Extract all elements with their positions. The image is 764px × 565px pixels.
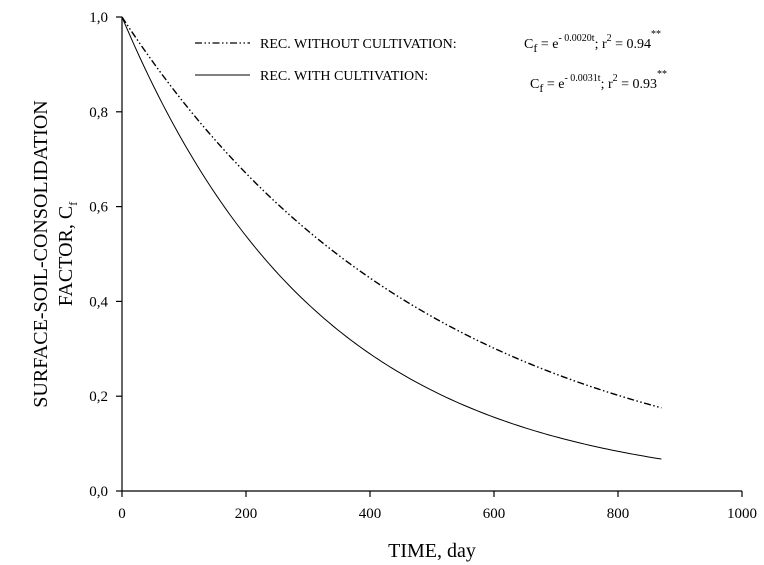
series-line-with-cultivation [121, 16, 662, 460]
x-tick-label: 600 [483, 506, 506, 522]
series-group [121, 16, 662, 460]
y-axis-title-line1: SURFACE-SOIL-CONSOLIDATION [30, 100, 52, 407]
axes [121, 17, 742, 492]
x-tick-label: 200 [235, 506, 258, 522]
equation-without-cultivation: Cf = e- 0.0020t; r2 = 0.94** [524, 29, 661, 55]
y-axis-title-sub: f [66, 202, 80, 206]
x-tick-label: 400 [359, 506, 382, 522]
equation-with-cultivation: Cf = e- 0.0031t; r2 = 0.93** [530, 69, 667, 95]
x-tick-label: 0 [118, 506, 126, 522]
ticks: 0 200 400 600 800 1000 0,0 0,2 0,4 0,6 0,8 1,0 [89, 10, 757, 522]
y-tick-label: 0,2 [89, 389, 108, 405]
legend: REC. WITHOUT CULTIVATION: Cf = e- 0.0020… [195, 29, 667, 95]
y-tick-label: 0,4 [89, 294, 108, 310]
y-tick-label: 1,0 [89, 10, 108, 26]
y-axis-title: SURFACE-SOIL-CONSOLIDATION FACTOR, Cf [30, 100, 80, 407]
legend-label-without-cultivation: REC. WITHOUT CULTIVATION: [260, 37, 457, 52]
legend-label-with-cultivation: REC. WITH CULTIVATION: [260, 69, 428, 84]
series-line-without-cultivation [121, 16, 662, 409]
y-axis-title-line2: FACTOR, Cf [55, 202, 80, 306]
x-axis-title: TIME, day [388, 540, 476, 562]
y-tick-label: 0,6 [89, 200, 108, 216]
y-axis-title-factor: FACTOR, C [55, 206, 77, 306]
x-tick-label: 1000 [727, 506, 757, 522]
x-tick-label: 800 [607, 506, 630, 522]
y-tick-label: 0,8 [89, 105, 108, 121]
y-tick-label: 0,0 [89, 484, 108, 500]
